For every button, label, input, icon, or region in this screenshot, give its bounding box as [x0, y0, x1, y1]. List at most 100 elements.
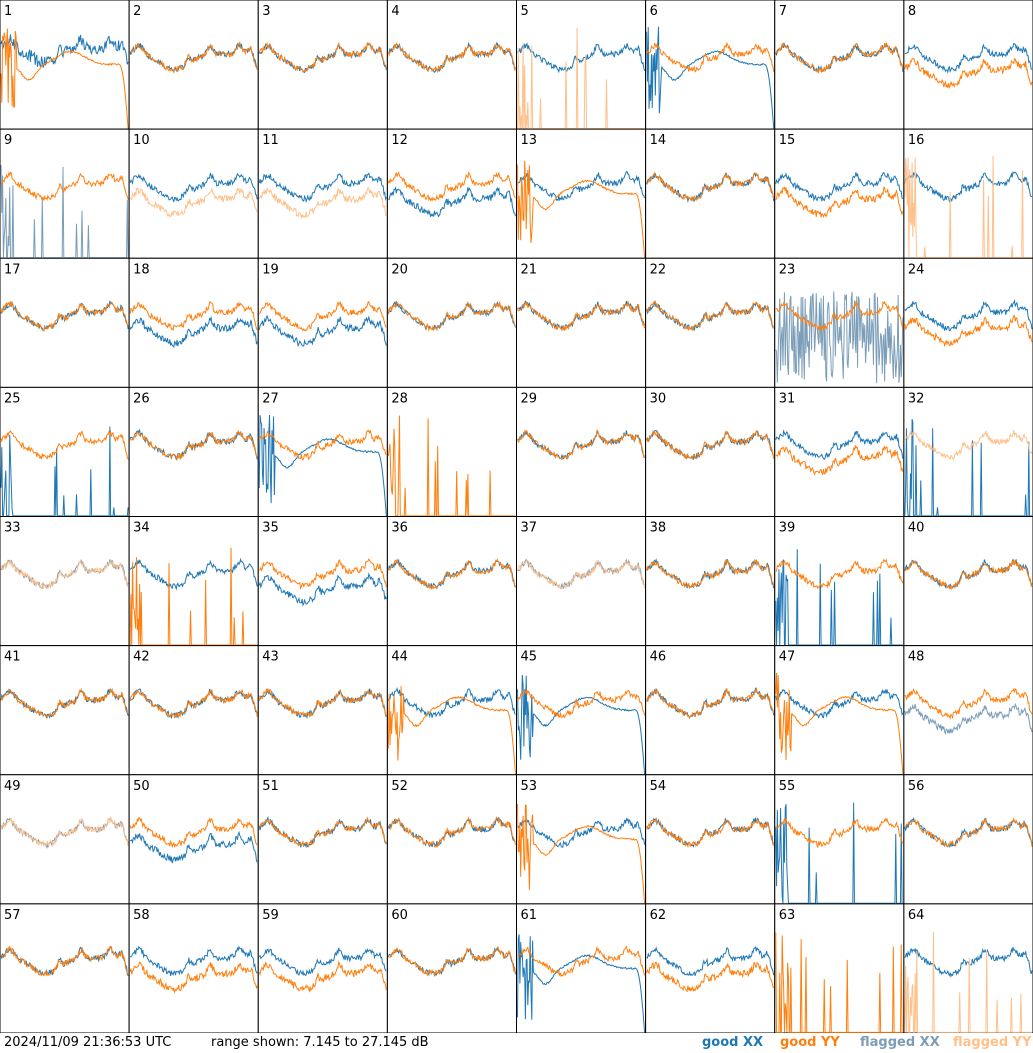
series-yy-19 — [258, 301, 387, 332]
panel-54: 54 — [645, 774, 776, 905]
series-yy-27 — [259, 429, 387, 461]
panel-29: 29 — [516, 386, 647, 518]
panel-label-18: 18 — [133, 262, 150, 277]
panel-18: 18 — [128, 257, 259, 388]
panel-frame — [645, 903, 776, 1033]
series-xx-50 — [130, 830, 258, 864]
panel-frame — [257, 774, 388, 905]
series-yy-20 — [387, 301, 516, 333]
panel-frame — [645, 128, 776, 259]
series-yy-46 — [646, 687, 775, 719]
panel-23: 23 — [774, 257, 905, 388]
panel-46: 46 — [645, 645, 776, 776]
panel-6: 6 — [645, 0, 776, 130]
panel-64: 64 — [903, 903, 1033, 1033]
series-yy-59 — [258, 960, 387, 993]
panel-43: 43 — [257, 645, 388, 776]
series-yy-33 — [0, 559, 129, 590]
panel-63: 63 — [774, 903, 905, 1033]
series-xx-32 — [904, 418, 1032, 517]
panel-frame — [0, 645, 130, 776]
series-xx-18 — [129, 316, 258, 349]
series-yy-10 — [130, 186, 258, 219]
series-yy-26 — [129, 429, 258, 462]
panel-label-64: 64 — [908, 908, 925, 923]
panel-label-31: 31 — [779, 391, 796, 406]
series-xx-47 — [775, 688, 904, 719]
series-yy-49 — [0, 816, 129, 848]
series-yy-1 — [0, 28, 129, 129]
panel-frame — [903, 386, 1033, 518]
series-yy-17 — [0, 301, 129, 332]
series-xx-5 — [517, 42, 646, 74]
panel-28: 28 — [386, 386, 518, 518]
series-xx-8 — [904, 43, 1033, 74]
panel-frame — [903, 516, 1033, 647]
panel-frame — [0, 386, 130, 518]
panel-10: 10 — [128, 128, 259, 259]
series-yy-6 — [646, 42, 775, 73]
panel-36: 36 — [386, 516, 518, 647]
series-yy-51 — [258, 816, 387, 848]
panel-35: 35 — [257, 516, 388, 647]
footer: 2024/11/09 21:36:53 UTC range shown: 7.1… — [0, 1033, 1033, 1053]
panel-frame — [645, 774, 776, 905]
panel-label-51: 51 — [262, 779, 279, 794]
panel-frame — [0, 257, 130, 388]
panel-53: 53 — [516, 774, 647, 905]
panel-40: 40 — [903, 516, 1033, 647]
panel-frame — [386, 903, 518, 1033]
panel-21: 21 — [516, 257, 647, 388]
panel-frame — [774, 0, 905, 130]
series-xx-48 — [904, 702, 1033, 736]
series-yy-44 — [387, 686, 516, 775]
series-yy-9 — [0, 171, 129, 202]
series-yy-2 — [129, 40, 258, 73]
panel-label-37: 37 — [521, 521, 538, 536]
panel-label-60: 60 — [391, 908, 408, 923]
series-yy-31 — [775, 443, 904, 476]
panel-label-45: 45 — [521, 650, 538, 665]
series-yy-24 — [904, 315, 1033, 348]
series-xx-62 — [646, 946, 775, 977]
panel-frame — [516, 257, 647, 388]
series-yy-62 — [646, 961, 775, 993]
panel-24: 24 — [903, 257, 1033, 388]
panel-label-48: 48 — [908, 650, 925, 665]
panel-label-1: 1 — [4, 4, 12, 19]
series-xx-6 — [646, 26, 775, 129]
panel-frame — [774, 774, 905, 905]
panel-frame — [774, 645, 905, 776]
panel-58: 58 — [128, 903, 259, 1033]
series-yy-3 — [258, 41, 387, 73]
panel-label-10: 10 — [133, 133, 150, 148]
panel-frame — [0, 774, 130, 905]
panel-27: 27 — [257, 386, 388, 518]
panel-frame — [516, 774, 647, 905]
series-xx-17 — [0, 300, 129, 332]
series-yy-4 — [387, 41, 516, 74]
series-yy-43 — [258, 687, 387, 718]
panel-56: 56 — [903, 774, 1033, 905]
panel-25: 25 — [0, 386, 130, 518]
panel-1: 1 — [0, 0, 130, 130]
series-xx-25 — [0, 426, 129, 517]
panel-frame — [128, 774, 259, 905]
panel-16: 16 — [903, 128, 1033, 259]
panel-47: 47 — [774, 645, 905, 776]
panel-label-11: 11 — [262, 133, 279, 148]
series-xx-1 — [0, 34, 129, 68]
legend-good-xx: good XX — [702, 1035, 764, 1050]
series-xx-58 — [129, 945, 258, 976]
panel-frame — [128, 645, 259, 776]
panel-20: 20 — [386, 257, 518, 388]
panel-frame — [257, 128, 388, 259]
panel-label-20: 20 — [391, 262, 408, 277]
series-xx-44 — [387, 687, 516, 719]
panel-frame — [386, 0, 518, 130]
panel-frame — [128, 257, 259, 388]
series-xx-12 — [388, 186, 516, 218]
series-yy-50 — [129, 817, 258, 849]
series-xx-64 — [904, 947, 1033, 978]
